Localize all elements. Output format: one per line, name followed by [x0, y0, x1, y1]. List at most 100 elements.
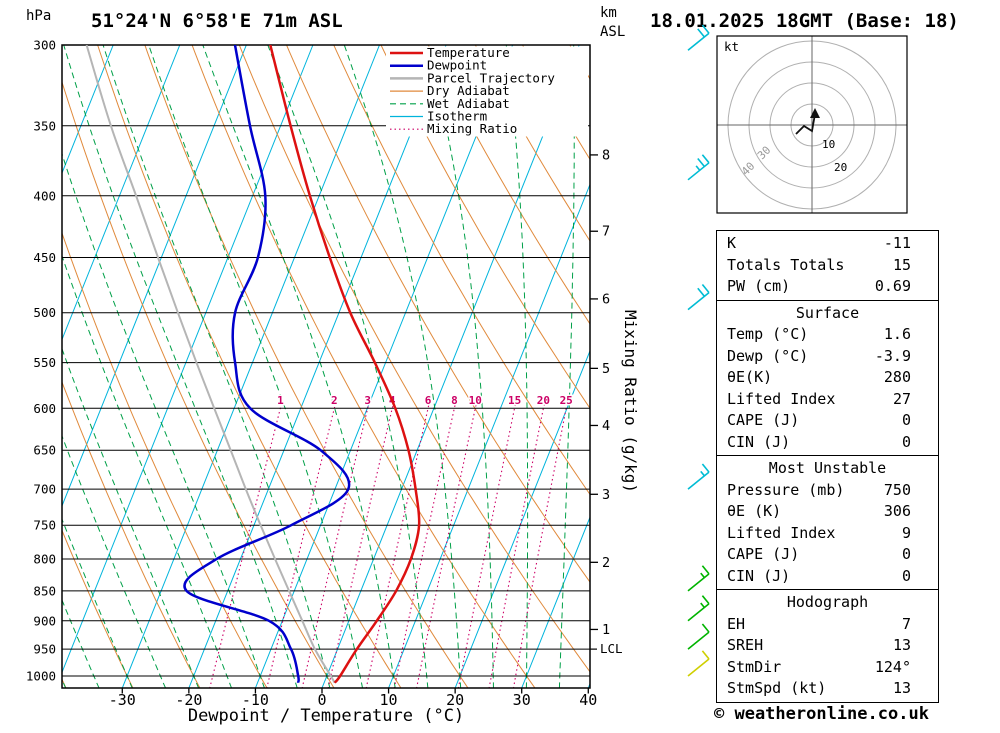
row-value: 9: [901, 523, 911, 542]
temp-tick-label: -30: [109, 691, 136, 709]
row-label: Dewp (°C): [727, 346, 809, 365]
mixing-ratio-line: [327, 401, 395, 688]
xaxis-title: Dewpoint / Temperature (°C): [187, 706, 465, 726]
mixing-ratio-axis-label: Mixing Ratio (g/kg): [621, 310, 640, 494]
mixing-ratio-label: 10: [469, 394, 482, 407]
table-row: CAPE (J) 0: [717, 544, 938, 566]
hodograph-unit-label: kt: [724, 39, 739, 54]
mixing-ratio-label: 2: [331, 394, 338, 407]
wind-barb: [687, 623, 710, 650]
isotherm-line: [121, 45, 380, 688]
hodograph-ring-label: 20: [834, 161, 847, 174]
row-label: Lifted Index: [727, 389, 836, 408]
row-label: PW (cm): [727, 277, 791, 295]
temp-tick-label: -20: [175, 691, 202, 709]
mixing-ratio-label: 3: [364, 394, 371, 407]
asl-unit-label: ASL: [600, 24, 626, 40]
wet-adiabat-line: [427, 45, 494, 688]
hodograph-trace: [795, 113, 816, 135]
row-value: 1.6: [883, 325, 911, 343]
row-value: 15: [892, 255, 911, 274]
wet-adiabat-line: [202, 45, 396, 688]
mixing-ratio-label: 6: [425, 394, 432, 407]
wind-barb: [687, 154, 710, 181]
table-row: Pressure (mb) 750: [717, 480, 938, 502]
temperature-curve: [269, 45, 421, 684]
lcl-label: LCL: [600, 641, 623, 656]
row-value: 0: [901, 566, 911, 585]
mixing-ratio-line: [457, 401, 517, 688]
wet-adiabat-line: [62, 434, 167, 688]
isotherm-line: [62, 45, 181, 341]
row-value: 0: [901, 411, 911, 429]
km-tick-label: 2: [602, 555, 610, 571]
wet-adiabat-line: [62, 254, 233, 688]
dry-adiabat-line: [191, 45, 536, 688]
row-label: SREH: [727, 636, 764, 654]
pressure-tick-label: 750: [33, 518, 56, 533]
row-value: 13: [892, 679, 911, 697]
pressure-unit-label: hPa: [26, 8, 52, 24]
pressure-tick-label: 550: [33, 355, 56, 370]
dry-adiabat-line: [427, 45, 590, 325]
pressure-tick-label: 900: [33, 613, 56, 628]
dry-adiabat-line: [474, 45, 590, 242]
row-label: StmDir: [727, 657, 782, 676]
wet-adiabat-line: [63, 45, 298, 688]
wet-adiabat-line: [102, 45, 331, 688]
wind-barb: [687, 565, 710, 592]
row-value: 750: [883, 480, 911, 499]
row-value: 0: [901, 545, 911, 563]
copyright-text: © weatheronline.co.uk: [714, 704, 929, 724]
dry-adiabat-line: [62, 529, 134, 688]
dry-adiabat-line: [286, 45, 590, 583]
dry-adiabat-line: [380, 45, 590, 410]
dry-adiabat-line: [97, 45, 402, 688]
isotherm-line: [62, 45, 314, 674]
indices-tables-panel: K -11 Totals Totals 15 PW (cm) 0.69 Surface Tem…: [716, 230, 939, 703]
table-row: EH 7: [717, 614, 938, 636]
row-label: θE(K): [727, 368, 773, 386]
wet-adiabat-line: [267, 45, 429, 688]
isotherm-line: [254, 45, 514, 688]
table-row: Lifted Index 9: [717, 523, 938, 545]
row-label: EH: [727, 614, 746, 633]
wet-adiabat-line: [505, 45, 529, 688]
mixing-ratio-line: [512, 401, 569, 688]
table-title: Hodograph: [786, 593, 869, 611]
pressure-tick-label: 1000: [26, 669, 56, 684]
isotherm-line: [454, 349, 590, 688]
isotherm-line: [388, 183, 590, 688]
mixing-ratio-label: 20: [537, 394, 550, 407]
wind-barb: [687, 283, 710, 311]
wet-adiabat-line: [558, 45, 575, 688]
mixing-ratio-line: [266, 401, 337, 688]
km-tick-label: 7: [602, 224, 610, 240]
mixing-ratio-line: [393, 401, 457, 688]
pressure-tick-label: 600: [33, 401, 56, 416]
mixing-ratio-line: [488, 401, 546, 688]
mixing-ratio-line: [365, 401, 431, 688]
pressure-tick-label: 500: [33, 305, 56, 320]
row-value: 0: [901, 432, 911, 451]
km-tick-label: 3: [602, 487, 610, 503]
mixing-ratio-label: 25: [560, 394, 573, 407]
mixing-ratio-line: [301, 401, 370, 688]
pressure-tick-label: 700: [33, 482, 56, 497]
km-tick-label: 5: [602, 361, 610, 377]
row-value: 13: [892, 636, 911, 654]
mixing-ratio-label: 15: [508, 394, 521, 407]
isotherm-line: [521, 515, 590, 688]
row-label: Temp (°C): [727, 325, 809, 343]
table-row: Lifted Index 27: [717, 389, 938, 411]
legend-label: Parcel Trajectory: [427, 70, 555, 85]
dry-adiabat-line: [238, 45, 590, 673]
row-label: CAPE (J): [727, 411, 800, 429]
row-label: StmSpd (kt): [727, 679, 827, 697]
wind-barb: [687, 650, 710, 677]
table-row: θE(K) 280: [717, 367, 938, 389]
legend-label: Dry Adiabat: [427, 83, 510, 98]
plot-frame: [61, 44, 591, 689]
legend-label: Temperature: [427, 45, 510, 60]
wet-adiabat-line: [62, 518, 133, 688]
